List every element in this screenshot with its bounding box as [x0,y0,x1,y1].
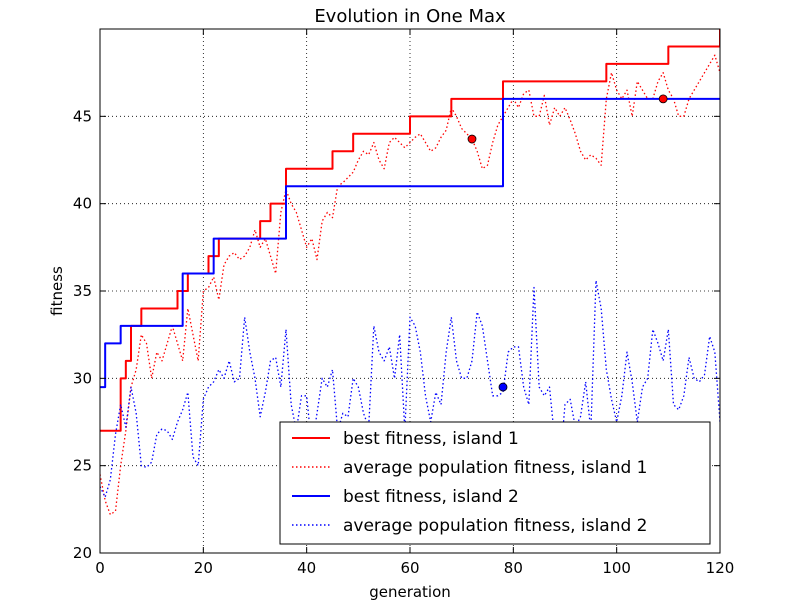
x-tick-label: 40 [297,559,316,577]
legend-label: average population fitness, island 1 [343,458,648,478]
x-tick-label: 0 [95,559,105,577]
data-point-marker [467,134,477,144]
y-tick-label: 30 [73,369,92,387]
series-line-average-population-fitness-island-1 [100,54,720,516]
legend-label: average population fitness, island 2 [343,516,648,536]
y-tick-label: 35 [73,282,92,300]
markers-layer [467,94,668,392]
y-tick-label: 45 [73,107,92,125]
x-tick-label: 120 [706,559,735,577]
legend-box [279,421,711,545]
x-axis-label: generation [369,583,451,600]
series-layer [100,29,720,516]
y-tick-label: 40 [73,195,92,213]
y-tick-label: 20 [73,544,92,562]
y-tick-label: 25 [73,457,92,475]
series-line-best-fitness-island-1 [100,29,720,432]
legend-label: best fitness, island 2 [343,487,519,507]
y-axis-label: fitness [48,266,66,316]
legend-label: best fitness, island 1 [343,429,519,449]
series-line-best-fitness-island-2 [100,97,720,389]
data-point-marker [658,94,668,104]
series-line-average-population-fitness-island-2 [100,279,720,498]
x-tick-label: 60 [400,559,419,577]
data-point-marker [498,382,508,392]
chart-title: Evolution in One Max [314,6,506,27]
x-tick-label: 100 [602,559,631,577]
legend: best fitness, island 1 average population… [279,421,711,545]
x-tick-label: 80 [504,559,523,577]
x-tick-label: 20 [194,559,213,577]
